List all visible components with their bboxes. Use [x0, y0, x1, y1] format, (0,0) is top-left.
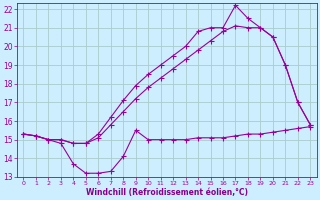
- X-axis label: Windchill (Refroidissement éolien,°C): Windchill (Refroidissement éolien,°C): [86, 188, 248, 197]
